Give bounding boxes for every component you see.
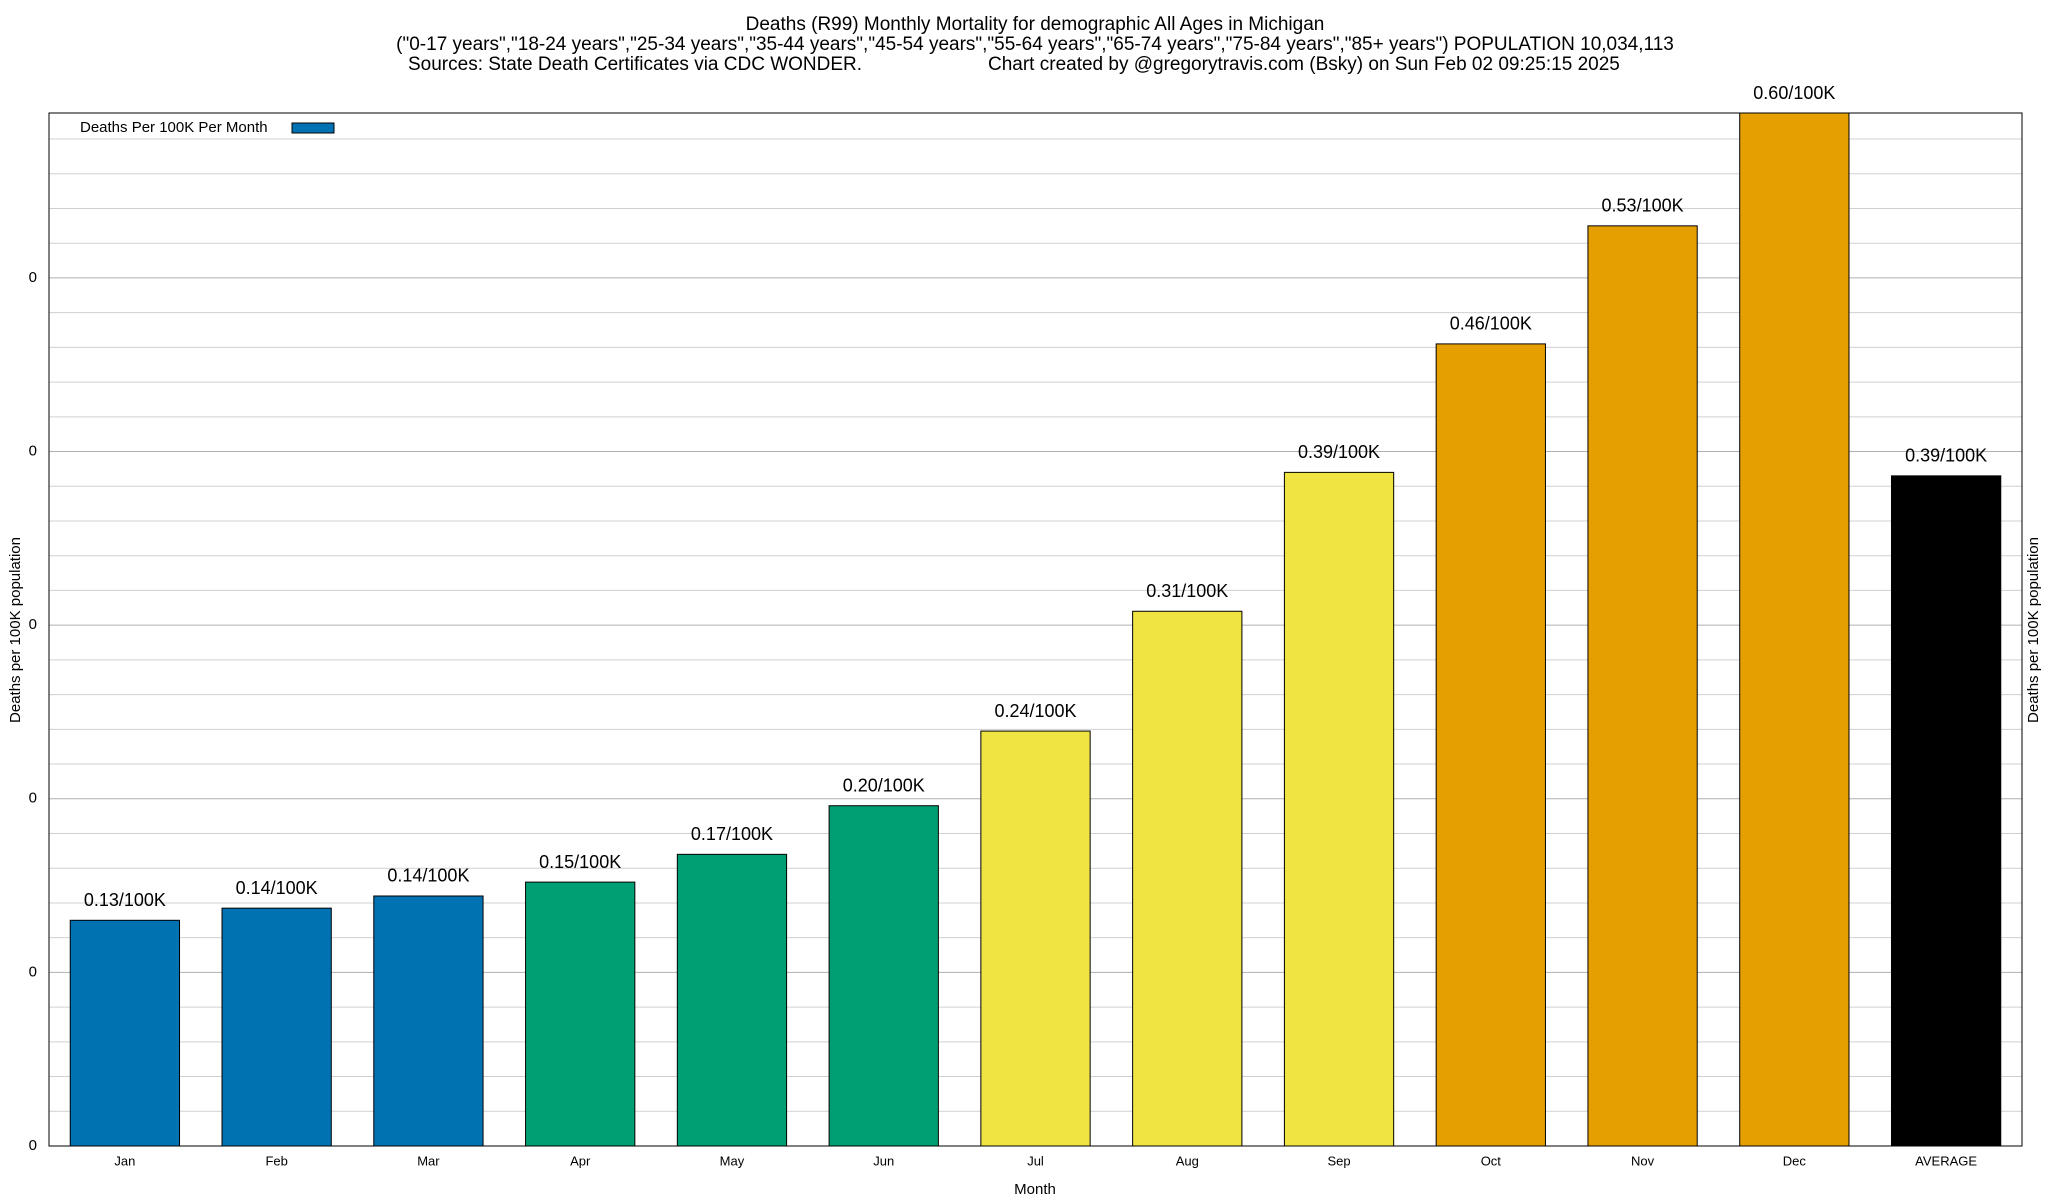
bar (1283, 471, 1395, 1147)
x-tick-label: Oct (1481, 1153, 1502, 1168)
x-tick-label: Apr (570, 1153, 591, 1168)
value-label: 0.46/100K (1450, 314, 1532, 334)
x-tick-label: Nov (1631, 1153, 1655, 1168)
value-label: 0.60/100K (1753, 83, 1835, 103)
y-tick-label: 0 (29, 1137, 37, 1154)
y2-axis-label: Deaths per 100K population (2025, 537, 2042, 723)
value-label: 0.13/100K (84, 890, 166, 910)
bar (221, 907, 332, 1147)
y-tick-label: 0 (29, 790, 37, 807)
bar (1587, 225, 1698, 1147)
bar (1132, 610, 1243, 1147)
credit: Chart created by @gregorytravis.com (Bsk… (988, 54, 1620, 75)
bar (1739, 112, 1850, 1147)
bar (525, 881, 636, 1147)
source: Sources: State Death Certificates via CD… (408, 54, 862, 75)
x-tick-label: Feb (265, 1153, 287, 1168)
x-tick-label: Jan (114, 1153, 135, 1168)
y-tick-label: 0 (29, 616, 37, 633)
value-label: 0.14/100K (236, 878, 318, 898)
bar (1890, 475, 2002, 1147)
bar (69, 919, 181, 1147)
bar (980, 730, 1091, 1147)
bar (1435, 343, 1546, 1147)
legend-label: Deaths Per 100K Per Month (80, 119, 268, 136)
value-label: 0.53/100K (1602, 196, 1684, 216)
value-label: 0.20/100K (843, 775, 925, 795)
x-tick-label: Mar (417, 1153, 440, 1168)
x-tick-label: Jun (873, 1153, 894, 1168)
y-tick-label: 0 (29, 269, 37, 286)
x-tick-label: Aug (1176, 1153, 1199, 1168)
x-tick-label: AVERAGE (1915, 1153, 1977, 1168)
chart-title: Deaths (R99) Monthly Mortality for demog… (746, 14, 1325, 35)
value-label: 0.31/100K (1146, 581, 1228, 601)
bar (828, 805, 939, 1147)
value-label: 0.17/100K (691, 824, 773, 844)
x-tick-label: May (720, 1153, 745, 1168)
y-tick-label: 0 (29, 963, 37, 980)
value-label: 0.24/100K (994, 701, 1076, 721)
y-tick-label: 0 (29, 443, 37, 460)
bar (676, 853, 788, 1147)
x-tick-label: Dec (1783, 1153, 1807, 1168)
value-label: 0.39/100K (1905, 446, 1987, 466)
legend-swatch (291, 122, 335, 134)
value-label: 0.15/100K (539, 852, 621, 872)
chart-subtitle: ("0-17 years","18-24 years","25-34 years… (396, 34, 1674, 55)
x-tick-label: Jul (1027, 1153, 1044, 1168)
bar (373, 895, 484, 1147)
value-label: 0.14/100K (387, 866, 469, 886)
y-axis-label: Deaths per 100K population (7, 537, 24, 723)
value-label: 0.39/100K (1298, 442, 1380, 462)
x-axis-label: Month (1014, 1181, 1056, 1198)
x-tick-label: Sep (1327, 1153, 1350, 1168)
